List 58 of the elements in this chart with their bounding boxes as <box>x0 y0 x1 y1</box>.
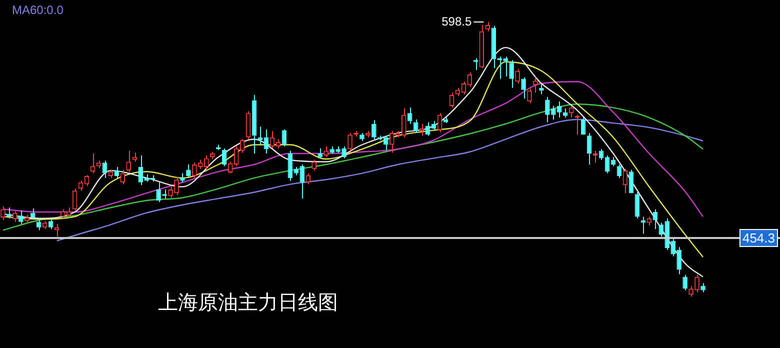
candlestick <box>372 120 376 140</box>
candlestick <box>551 106 556 120</box>
candlestick <box>90 153 96 174</box>
candlestick <box>384 135 388 150</box>
candlestick <box>694 274 700 293</box>
candlestick <box>527 88 532 104</box>
candlestick <box>246 110 251 140</box>
candlestick <box>676 246 682 275</box>
candlestick <box>503 56 508 77</box>
candlestick <box>342 146 346 159</box>
candlestick <box>30 208 36 220</box>
candlestick <box>186 164 191 178</box>
candlestick <box>557 100 562 118</box>
candlestick <box>222 148 227 167</box>
candlestick <box>306 172 311 185</box>
candlestick <box>204 154 209 170</box>
candlestick <box>592 150 598 164</box>
candlestick <box>419 123 424 136</box>
candlestick <box>102 160 108 178</box>
candlestick <box>682 274 688 291</box>
candlestick <box>12 210 18 222</box>
candlestick <box>563 108 568 118</box>
candlestick <box>312 159 317 172</box>
text: 上海原油主力日线图 <box>158 289 338 316</box>
candlestick <box>174 176 179 196</box>
candlestick <box>700 282 706 293</box>
candlestick <box>449 92 454 108</box>
candlestick <box>485 22 490 32</box>
candlestick <box>198 159 203 170</box>
candlestick <box>515 68 520 84</box>
candlestick <box>628 169 634 194</box>
candlestick <box>72 188 78 212</box>
candlestick <box>509 60 514 88</box>
candlestick <box>168 186 173 198</box>
text: 454.3 <box>742 230 776 246</box>
candlestick <box>18 210 24 224</box>
candlestick <box>688 285 694 298</box>
candlestick <box>114 166 120 180</box>
candlestick <box>132 152 138 162</box>
candlestick <box>616 164 622 178</box>
candlestick <box>521 76 526 100</box>
candlestick <box>568 106 574 118</box>
candlestick <box>407 107 412 124</box>
candlestick <box>586 132 592 166</box>
candlestick <box>634 192 640 219</box>
candlestick <box>318 148 322 159</box>
annotation: 598.5 <box>442 14 472 28</box>
candlestick <box>126 150 132 173</box>
candlestick <box>192 162 197 178</box>
candlestick <box>652 208 658 230</box>
text: MA60:0.0 <box>12 3 64 17</box>
candlestick <box>36 218 42 231</box>
candlestick <box>156 182 161 203</box>
candlestick <box>348 132 352 152</box>
candlestick <box>545 96 550 123</box>
candlestick <box>48 218 54 230</box>
candlestick <box>324 146 328 158</box>
candlestick <box>413 118 418 134</box>
